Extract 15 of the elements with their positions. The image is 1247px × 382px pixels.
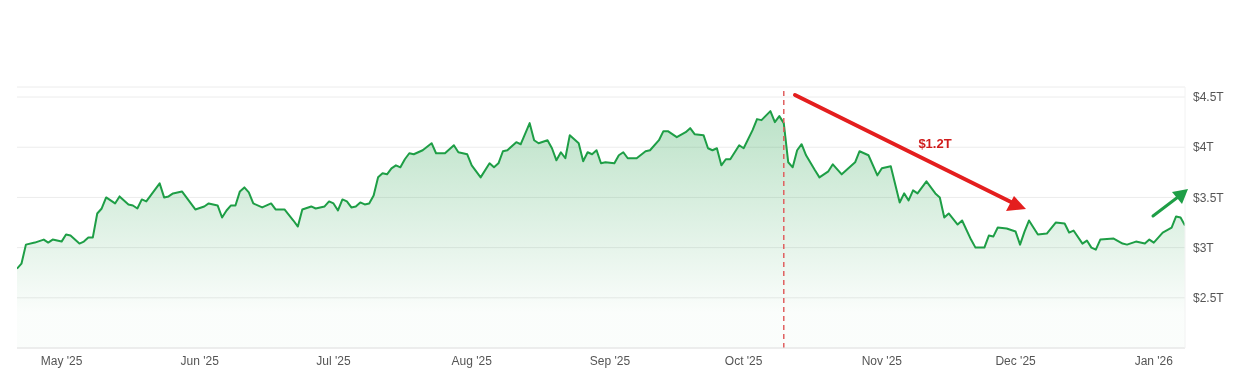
- x-tick-label: Sep '25: [589, 353, 631, 368]
- y-tick-label: $4.5T: [1193, 90, 1225, 105]
- x-tick-label: Nov '25: [861, 353, 903, 368]
- x-tick-label: Jan '26: [1134, 353, 1174, 368]
- y-tick-label: $3.5T: [1193, 190, 1225, 205]
- x-tick-label: Aug '25: [451, 353, 493, 368]
- y-tick-label: $4T: [1193, 140, 1215, 155]
- y-tick-label: $2.5T: [1193, 291, 1225, 306]
- x-tick-label: Oct '25: [724, 353, 763, 368]
- x-tick-label: Dec '25: [995, 353, 1037, 368]
- annotation: $1.2T: [918, 136, 952, 151]
- x-tick-label: May '25: [40, 353, 83, 368]
- y-tick-label: $3T: [1193, 240, 1215, 255]
- x-tick-label: Jul '25: [316, 353, 351, 368]
- x-tick-label: Jun '25: [180, 353, 220, 368]
